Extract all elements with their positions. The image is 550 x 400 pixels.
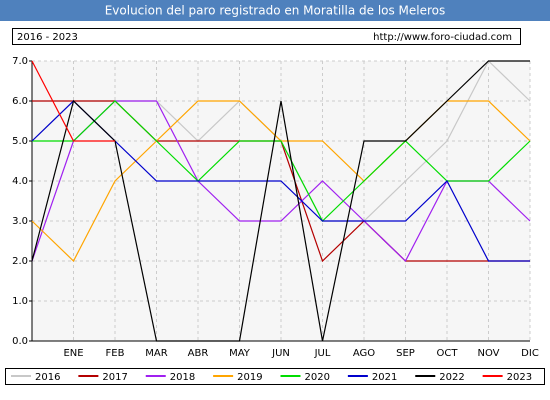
legend [5, 368, 545, 385]
legend-label: 2017 [102, 372, 127, 383]
x-tick-label: JUN [271, 348, 290, 359]
x-tick-label: NOV [477, 348, 499, 359]
legend-label: 2018 [170, 372, 195, 383]
x-tick-label: AGO [353, 348, 375, 359]
legend-label: 2023 [507, 372, 532, 383]
subtitle: 2016 - 2023 [17, 32, 78, 43]
y-tick-label: 6.0 [12, 96, 28, 107]
x-tick-label: DIC [521, 348, 539, 359]
subtitle-box [12, 28, 521, 45]
legend-label: 2020 [305, 372, 330, 383]
y-tick-label: 1.0 [12, 296, 28, 307]
x-tick-label: JUL [314, 348, 331, 359]
x-tick-label: ENE [63, 348, 83, 359]
y-tick-label: 3.0 [12, 216, 28, 227]
x-tick-label: OCT [437, 348, 459, 359]
y-tick-label: 0.0 [12, 336, 28, 347]
source: http://www.foro-ciudad.com [373, 32, 512, 43]
x-tick-label: MAR [145, 348, 167, 359]
chart-title: Evolucion del paro registrado en Moratil… [105, 4, 446, 18]
x-tick-label: SEP [396, 348, 415, 359]
legend-label: 2021 [372, 372, 397, 383]
legend-label: 2022 [439, 372, 464, 383]
y-tick-label: 5.0 [12, 136, 28, 147]
y-tick-label: 7.0 [12, 56, 28, 67]
legend-label: 2019 [237, 372, 262, 383]
x-tick-label: MAY [229, 348, 251, 359]
y-tick-label: 4.0 [12, 176, 28, 187]
x-tick-label: FEB [106, 348, 125, 359]
line-series [31, 60, 115, 142]
y-tick-label: 2.0 [12, 256, 28, 267]
x-tick-label: ABR [188, 348, 209, 359]
legend-label: 2016 [35, 372, 60, 383]
title-bar [0, 0, 550, 21]
